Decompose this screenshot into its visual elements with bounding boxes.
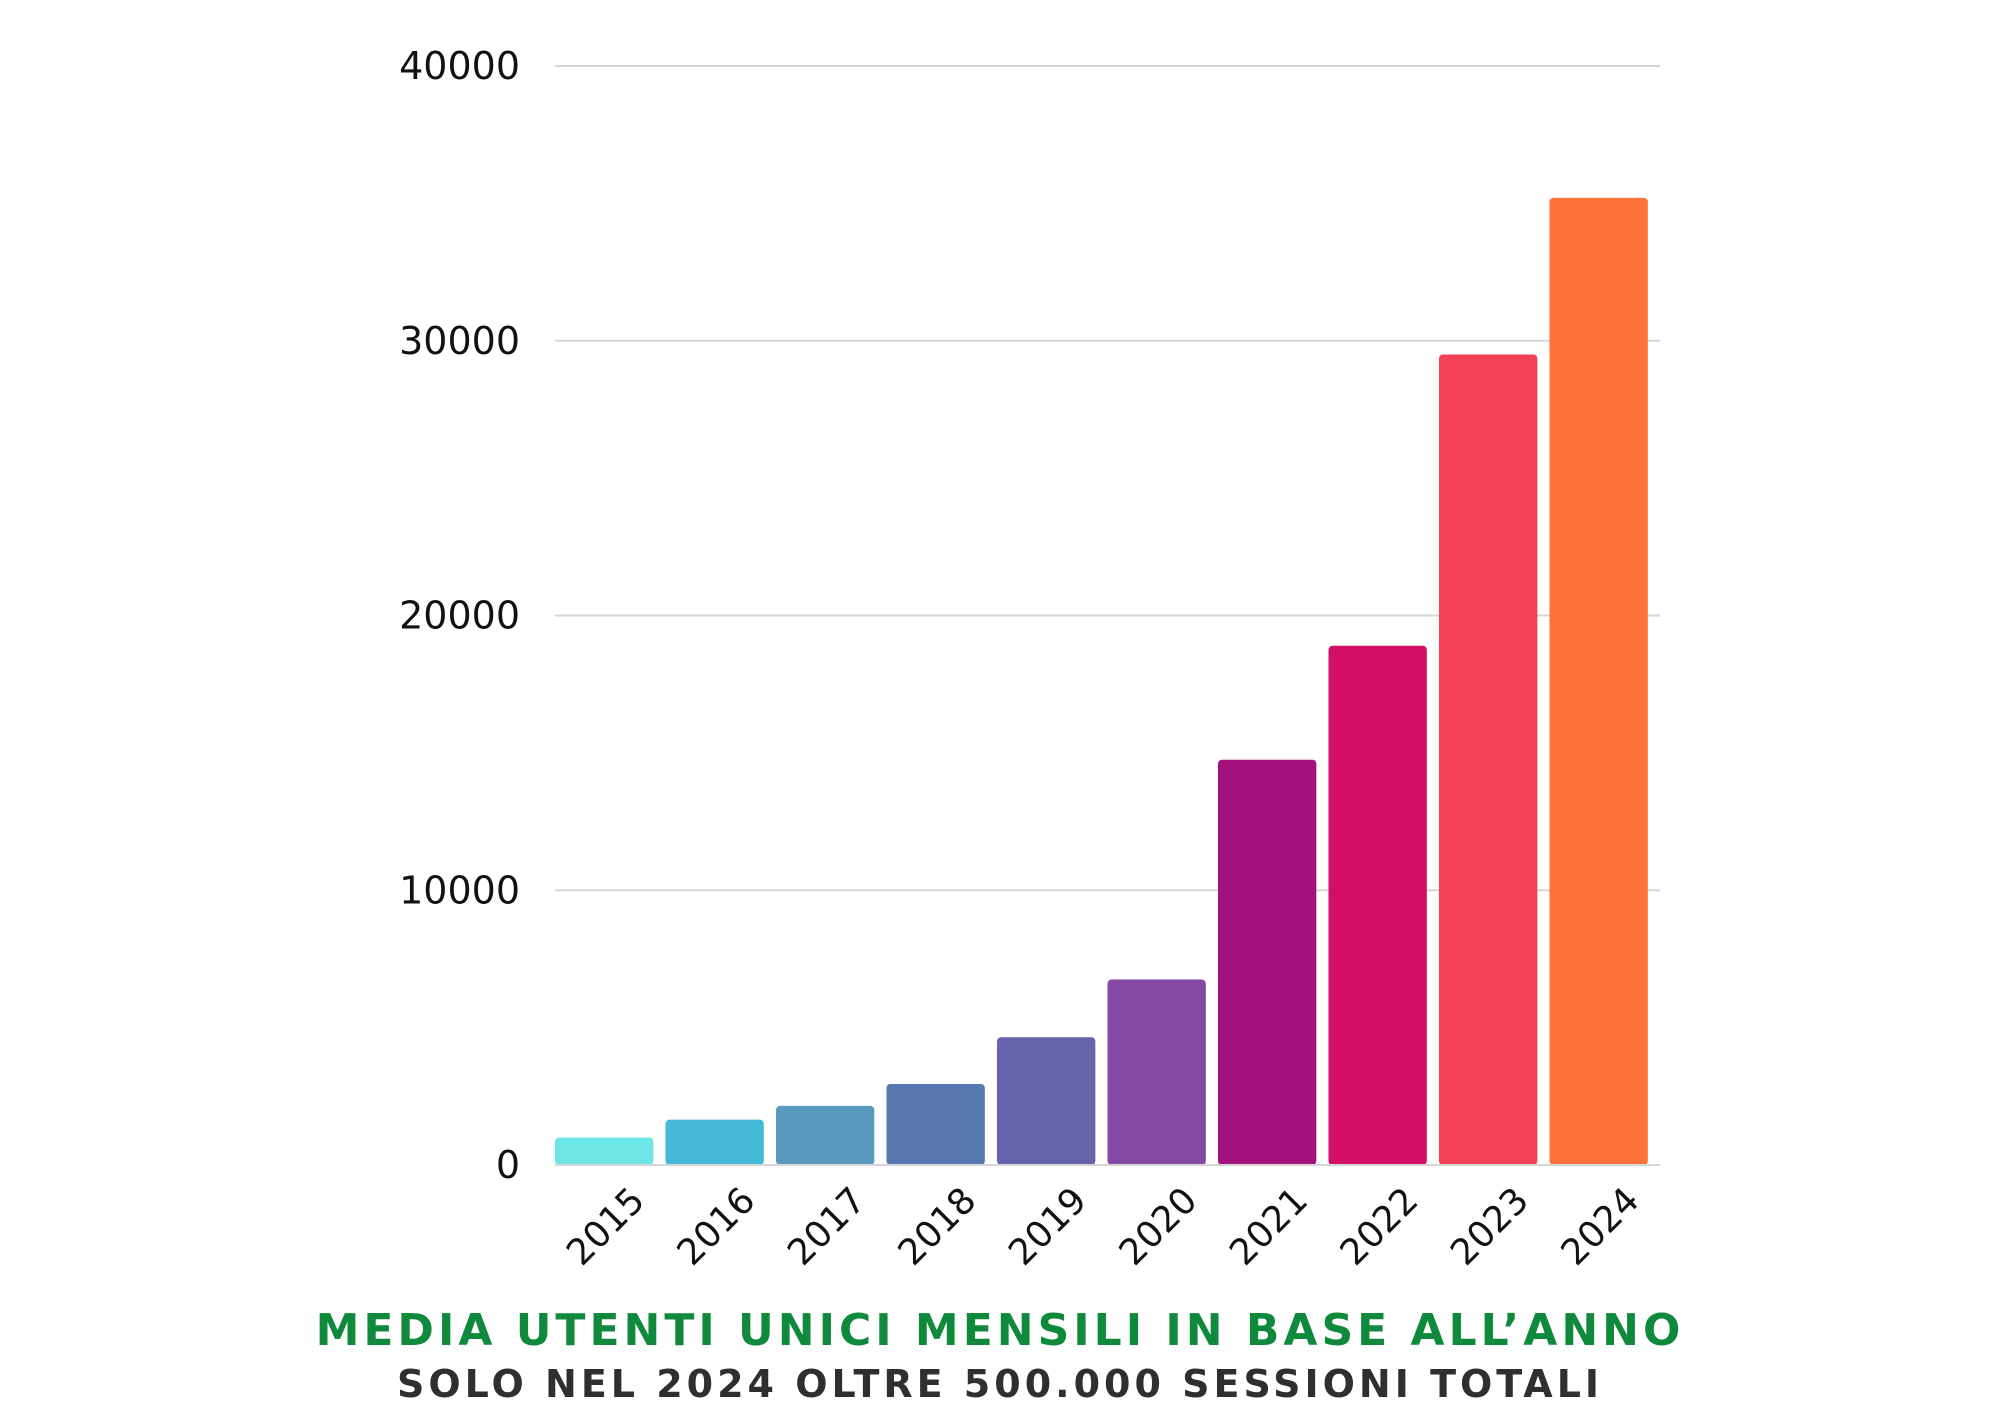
y-tick-label: 0 bbox=[496, 1143, 520, 1187]
x-tick-label: 2023 bbox=[1443, 1180, 1537, 1274]
x-tick-label: 2019 bbox=[1001, 1180, 1095, 1274]
bar-2023 bbox=[1439, 354, 1538, 1165]
x-tick-label: 2017 bbox=[780, 1180, 874, 1274]
y-tick-label: 30000 bbox=[399, 319, 520, 363]
bar-2019 bbox=[997, 1037, 1096, 1165]
y-tick-label: 10000 bbox=[399, 868, 520, 912]
bar-2021 bbox=[1218, 759, 1317, 1165]
bars bbox=[555, 197, 1648, 1165]
x-tick-label: 2015 bbox=[559, 1180, 653, 1274]
bar-2022 bbox=[1328, 645, 1427, 1165]
chart-caption-subtitle: SOLO NEL 2024 OLTRE 500.000 SESSIONI TOT… bbox=[396, 1362, 1604, 1406]
x-tick-label: 2016 bbox=[670, 1180, 764, 1274]
bar-2015 bbox=[555, 1137, 654, 1165]
x-axis-ticks: 2015 2016 2017 2018 2019 2020 2021 2022 2023 2024 bbox=[559, 1180, 1647, 1274]
x-tick-label: 2024 bbox=[1554, 1180, 1648, 1274]
bar-2020 bbox=[1107, 979, 1206, 1165]
chart-caption-title: MEDIA UTENTI UNICI MENSILI IN BASE ALL’A… bbox=[315, 1305, 1685, 1356]
x-tick-label: 2020 bbox=[1112, 1180, 1206, 1274]
bar-2016 bbox=[665, 1119, 764, 1165]
y-axis-ticks: 0 10000 20000 30000 40000 bbox=[399, 44, 520, 1187]
y-tick-label: 40000 bbox=[399, 44, 520, 88]
y-tick-label: 20000 bbox=[399, 594, 520, 638]
x-tick-label: 2021 bbox=[1222, 1180, 1316, 1274]
bar-2017 bbox=[776, 1105, 875, 1165]
bar-2024 bbox=[1549, 197, 1648, 1165]
x-tick-label: 2022 bbox=[1333, 1180, 1427, 1274]
x-tick-label: 2018 bbox=[891, 1180, 985, 1274]
bar-2018 bbox=[886, 1083, 985, 1165]
